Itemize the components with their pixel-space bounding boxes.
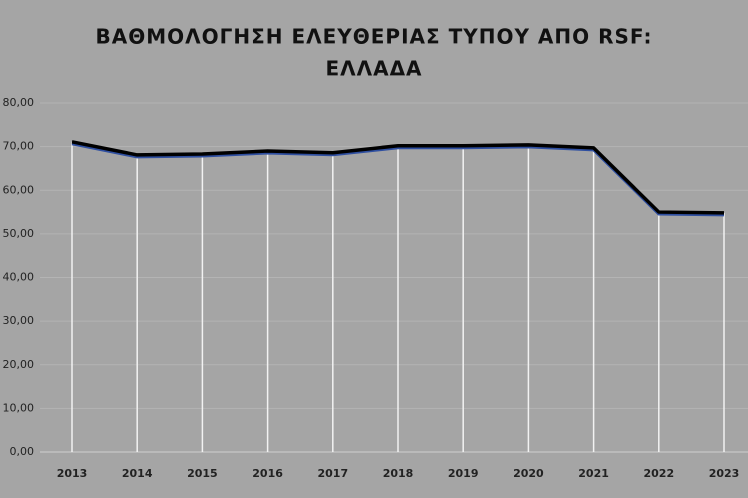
x-tick-label: 2014 [122, 467, 153, 480]
x-tick-label: 2019 [448, 467, 479, 480]
y-tick-label: 80,00 [3, 96, 35, 109]
y-tick-label: 70,00 [3, 140, 35, 153]
chart-title: ΒΑΘΜΟΛΟΓΗΣΗ ΕΛΕΥΘΕΡΙΑΣ ΤΥΠΟΥ ΑΠΟ RSF: [96, 25, 653, 49]
y-tick-label: 20,00 [3, 358, 35, 371]
y-tick-label: 30,00 [3, 314, 35, 327]
x-tick-label: 2021 [578, 467, 609, 480]
x-tick-label: 2017 [317, 467, 348, 480]
y-tick-label: 10,00 [3, 401, 35, 414]
y-tick-label: 40,00 [3, 271, 35, 284]
chart-title: ΕΛΛΑΔΑ [325, 57, 422, 81]
x-tick-label: 2023 [709, 467, 740, 480]
y-tick-label: 0,00 [10, 445, 35, 458]
y-tick-label: 50,00 [3, 227, 35, 240]
x-tick-label: 2015 [187, 467, 218, 480]
x-tick-label: 2020 [513, 467, 544, 480]
x-tick-label: 2013 [57, 467, 88, 480]
y-tick-label: 60,00 [3, 183, 35, 196]
line [71, 140, 725, 215]
x-tick-label: 2022 [643, 467, 674, 480]
x-tick-label: 2018 [383, 467, 414, 480]
x-tick-label: 2016 [252, 467, 283, 480]
